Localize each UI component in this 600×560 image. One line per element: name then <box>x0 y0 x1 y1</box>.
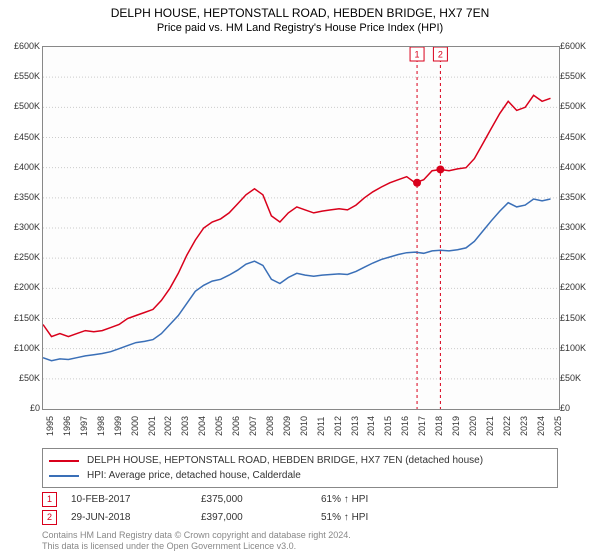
x-tick-label: 2017 <box>417 416 427 436</box>
y-tick-label: £350K <box>2 192 40 202</box>
x-tick-label: 2001 <box>147 416 157 436</box>
y-tick-label: £300K <box>2 222 40 232</box>
y-tick-label: £0 <box>2 403 40 413</box>
footer-line2: This data is licensed under the Open Gov… <box>42 541 558 552</box>
sale-diff-1: 61% ↑ HPI <box>321 494 441 505</box>
x-tick-label: 1998 <box>96 416 106 436</box>
svg-text:1: 1 <box>415 49 420 59</box>
x-tick-label: 2025 <box>553 416 563 436</box>
sale-badge-1: 1 <box>42 492 57 507</box>
sale-diff-2: 51% ↑ HPI <box>321 512 441 523</box>
sale-badge-2: 2 <box>42 510 57 525</box>
x-tick-label: 2010 <box>299 416 309 436</box>
svg-text:2: 2 <box>438 49 443 59</box>
x-tick-label: 2024 <box>536 416 546 436</box>
sale-date-2: 29-JUN-2018 <box>71 512 201 523</box>
x-tick-label: 2006 <box>231 416 241 436</box>
y-tick-label: £450K <box>2 132 40 142</box>
legend-label-hpi: HPI: Average price, detached house, Cald… <box>87 470 301 481</box>
x-tick-label: 2023 <box>519 416 529 436</box>
y-tick-label: £0 <box>560 403 598 413</box>
title-main: DELPH HOUSE, HEPTONSTALL ROAD, HEBDEN BR… <box>0 6 600 20</box>
y-tick-label: £550K <box>560 71 598 81</box>
y-tick-label: £550K <box>2 71 40 81</box>
y-tick-label: £150K <box>560 313 598 323</box>
x-tick-label: 2005 <box>214 416 224 436</box>
x-tick-label: 2015 <box>383 416 393 436</box>
x-tick-label: 2004 <box>197 416 207 436</box>
chart-svg: 12 <box>43 47 559 409</box>
title-sub: Price paid vs. HM Land Registry's House … <box>0 22 600 34</box>
y-tick-label: £600K <box>560 41 598 51</box>
legend-swatch-property <box>49 460 79 462</box>
sale-row-2: 2 29-JUN-2018 £397,000 51% ↑ HPI <box>42 508 558 526</box>
y-tick-label: £600K <box>2 41 40 51</box>
legend-item-hpi: HPI: Average price, detached house, Cald… <box>49 468 551 483</box>
y-tick-label: £150K <box>2 313 40 323</box>
x-tick-label: 1997 <box>79 416 89 436</box>
y-tick-label: £450K <box>560 132 598 142</box>
x-tick-label: 2003 <box>180 416 190 436</box>
legend-label-property: DELPH HOUSE, HEPTONSTALL ROAD, HEBDEN BR… <box>87 455 483 466</box>
chart-plot-area: 12 <box>42 46 560 410</box>
x-tick-label: 2009 <box>282 416 292 436</box>
y-tick-label: £200K <box>560 282 598 292</box>
y-tick-label: £400K <box>560 162 598 172</box>
sale-price-1: £375,000 <box>201 494 321 505</box>
y-tick-label: £500K <box>2 101 40 111</box>
y-tick-label: £250K <box>2 252 40 262</box>
y-tick-label: £50K <box>560 373 598 383</box>
sale-price-2: £397,000 <box>201 512 321 523</box>
y-tick-label: £400K <box>2 162 40 172</box>
sale-row-1: 1 10-FEB-2017 £375,000 61% ↑ HPI <box>42 490 558 508</box>
x-tick-label: 2007 <box>248 416 258 436</box>
y-tick-label: £350K <box>560 192 598 202</box>
x-tick-label: 2014 <box>366 416 376 436</box>
x-tick-label: 2020 <box>468 416 478 436</box>
legend-item-property: DELPH HOUSE, HEPTONSTALL ROAD, HEBDEN BR… <box>49 453 551 468</box>
y-tick-label: £50K <box>2 373 40 383</box>
y-tick-label: £100K <box>2 343 40 353</box>
x-tick-label: 2002 <box>163 416 173 436</box>
x-tick-label: 2012 <box>333 416 343 436</box>
x-tick-label: 2016 <box>400 416 410 436</box>
sales-records: 1 10-FEB-2017 £375,000 61% ↑ HPI 2 29-JU… <box>42 490 558 526</box>
x-tick-label: 2018 <box>434 416 444 436</box>
y-tick-label: £200K <box>2 282 40 292</box>
y-tick-label: £100K <box>560 343 598 353</box>
x-tick-label: 2000 <box>130 416 140 436</box>
chart-container: DELPH HOUSE, HEPTONSTALL ROAD, HEBDEN BR… <box>0 0 600 560</box>
x-tick-label: 1999 <box>113 416 123 436</box>
x-tick-label: 2019 <box>451 416 461 436</box>
y-tick-label: £500K <box>560 101 598 111</box>
x-tick-label: 2011 <box>316 417 326 436</box>
sale-date-1: 10-FEB-2017 <box>71 494 201 505</box>
x-axis-labels: 1995 1996 1997 1998 1999 2000 2001 2002 2003 2004… <box>42 410 558 444</box>
x-tick-label: 2021 <box>485 416 495 436</box>
x-tick-label: 2022 <box>502 416 512 436</box>
footer-attribution: Contains HM Land Registry data © Crown c… <box>42 530 558 553</box>
legend: DELPH HOUSE, HEPTONSTALL ROAD, HEBDEN BR… <box>42 448 558 488</box>
title-block: DELPH HOUSE, HEPTONSTALL ROAD, HEBDEN BR… <box>0 0 600 34</box>
y-tick-label: £300K <box>560 222 598 232</box>
y-tick-label: £250K <box>560 252 598 262</box>
x-tick-label: 1995 <box>45 416 55 436</box>
legend-swatch-hpi <box>49 475 79 477</box>
x-tick-label: 2008 <box>265 416 275 436</box>
x-tick-label: 2013 <box>350 416 360 436</box>
footer-line1: Contains HM Land Registry data © Crown c… <box>42 530 558 541</box>
x-tick-label: 1996 <box>62 416 72 436</box>
